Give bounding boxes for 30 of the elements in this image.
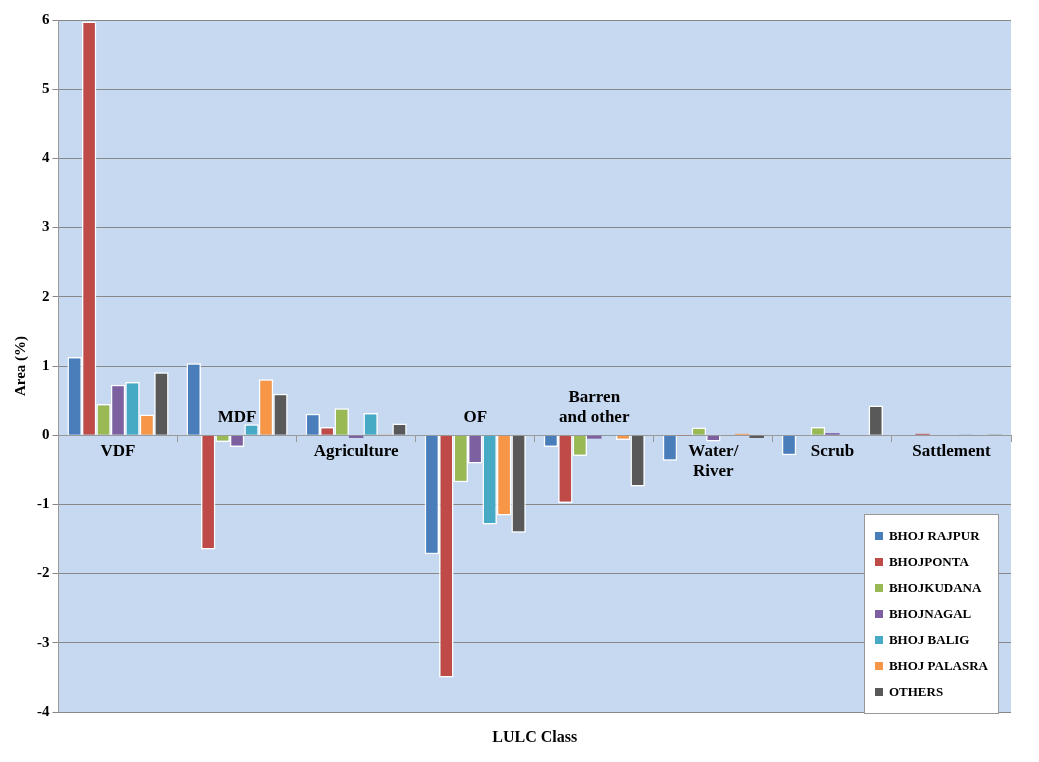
- y-tick-label: -2: [37, 564, 50, 581]
- y-tick-label: 6: [42, 10, 50, 27]
- y-tick-label: 1: [42, 356, 50, 373]
- x-tick-label: Barren and other: [559, 387, 630, 427]
- y-tick-label: 3: [42, 218, 50, 235]
- x-tick-label: VDF: [100, 441, 136, 461]
- legend-label: BHOJ RAJPUR: [888, 528, 980, 544]
- y-axis-title: Area (%): [11, 335, 29, 397]
- legend-label: BHOJNAGAL: [888, 606, 972, 622]
- x-tick-label: Scrub: [810, 441, 855, 461]
- y-tick-label: -1: [37, 495, 50, 512]
- legend-label: BHOJKUDANA: [888, 580, 982, 596]
- y-tick-label: 0: [42, 426, 50, 443]
- legend-label: BHOJ BALIG: [888, 632, 970, 648]
- y-tick-label: -3: [37, 633, 50, 650]
- y-tick-label: 4: [42, 149, 50, 166]
- legend-label: BHOJ PALASRA: [888, 658, 988, 674]
- legend-label: BHOJPONTA: [888, 554, 969, 570]
- bar: [749, 435, 764, 438]
- x-tick-label: Water/ River: [688, 441, 739, 481]
- bar: [587, 435, 602, 439]
- x-tick-label: OF: [463, 407, 488, 427]
- x-axis-title: LULC Class: [491, 728, 579, 746]
- y-tick-label: 2: [42, 287, 50, 304]
- x-tick-label: MDF: [217, 407, 257, 427]
- legend-label: OTHERS: [888, 684, 944, 700]
- x-tick-label: Agriculture: [313, 441, 399, 461]
- y-tick-label: -4: [37, 702, 50, 719]
- x-tick-label: Sattlement: [912, 441, 991, 461]
- y-tick-label: 5: [42, 80, 50, 97]
